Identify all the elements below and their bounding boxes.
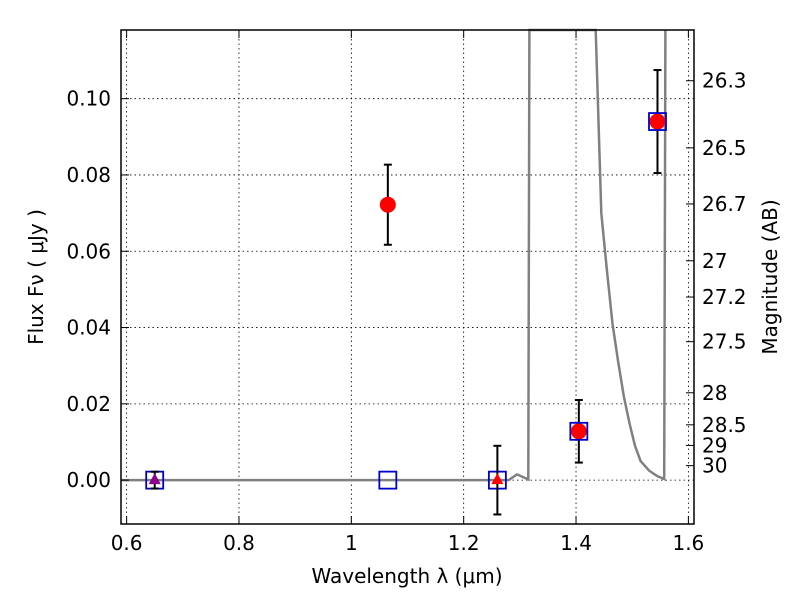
spectrum-layer [121, 28, 667, 482]
points-layer [145, 69, 667, 516]
y2-tick-label: 27.2 [702, 285, 747, 309]
y-tick-label: 0.02 [66, 392, 111, 416]
y-tick-label: 0.04 [66, 316, 111, 340]
spectrum-line [121, 28, 667, 482]
x-tick-label: 0.8 [223, 531, 255, 555]
upper-limit-point [491, 473, 504, 485]
y-tick-label: 0.06 [66, 239, 111, 263]
flux-point [379, 196, 396, 213]
flux-point [570, 423, 587, 440]
y-tick-label: 0.08 [66, 163, 111, 187]
model-point [569, 421, 589, 441]
y-tick-label: 0.00 [66, 468, 111, 492]
y-tick-label: 0.10 [66, 87, 111, 111]
y2-tick-label: 28 [702, 381, 727, 405]
y2-tick-label: 27 [702, 249, 727, 273]
y2-tick-label: 28.5 [702, 413, 747, 437]
x-tick-label: 1 [345, 531, 358, 555]
model-point [378, 470, 398, 490]
y2-tick-label: 26.7 [702, 192, 747, 216]
model-point [648, 112, 667, 131]
y2-axis-title: Magnitude (AB) [758, 199, 782, 354]
y2-tick-label: 27.5 [702, 330, 747, 354]
y-axis-title: Flux Fν ( μJy ) [24, 209, 48, 345]
x-tick-label: 1.6 [672, 531, 704, 555]
x-tick-label: 1.4 [560, 531, 592, 555]
upper-limit-point [148, 473, 161, 485]
y2-tick-label: 26.5 [702, 136, 747, 160]
flux-point [649, 113, 666, 130]
y2-tick-label: 29 [702, 433, 727, 457]
y2-tick-label: 30 [702, 454, 727, 478]
plot-frame [120, 29, 695, 525]
ticks-layer: 0.6 0.8 1 1.2 1.4 1.6 0.00 0.02 0.04 0.06 0.08 0.10… [66, 30, 747, 555]
x-tick-label: 1.2 [448, 531, 480, 555]
x-tick-label: 0.6 [111, 531, 143, 555]
y2-tick-label: 26.3 [702, 69, 747, 93]
x-axis-title: Wavelength λ (μm) [311, 564, 502, 588]
